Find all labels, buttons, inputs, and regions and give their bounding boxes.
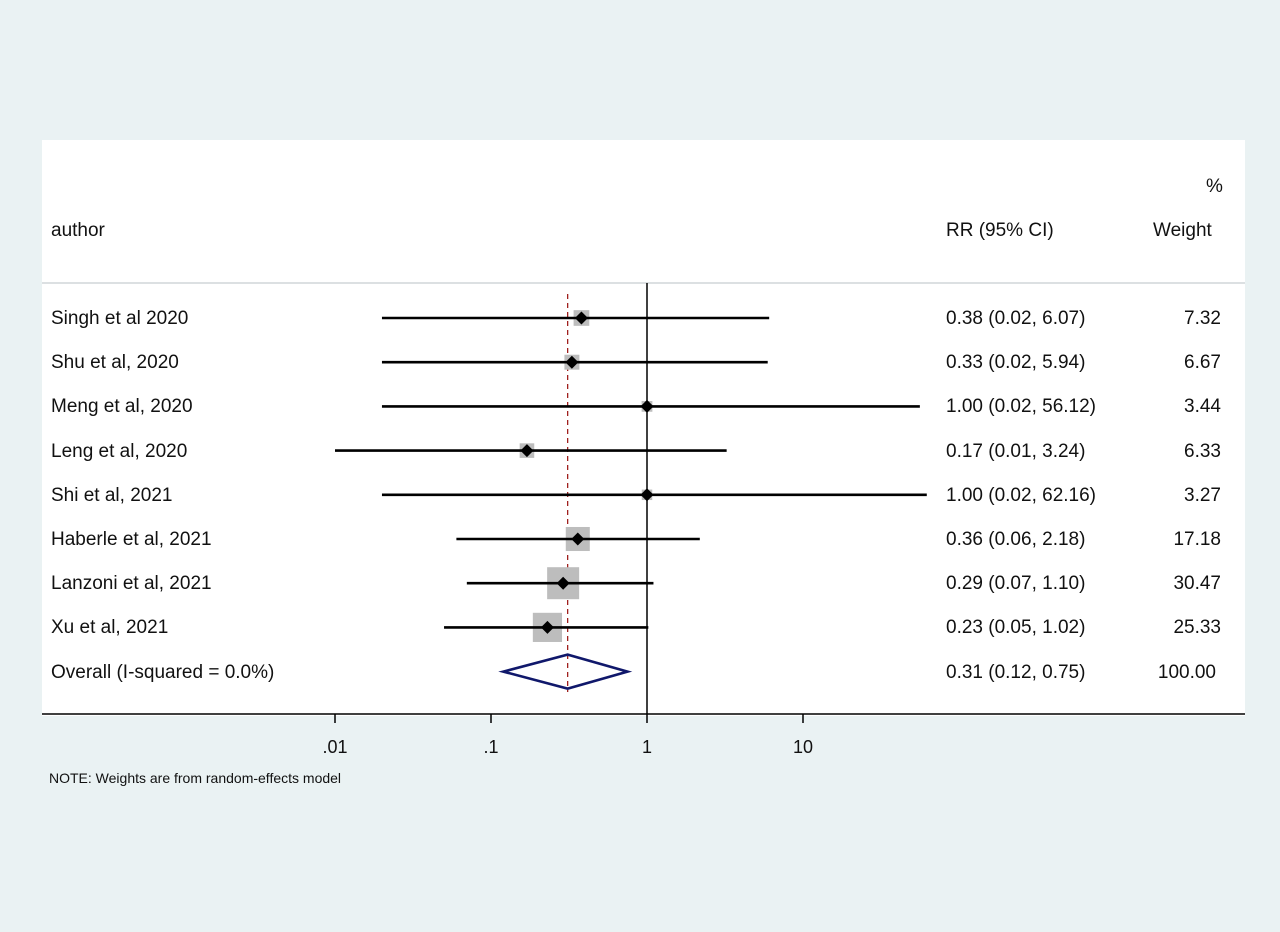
study-effect-ci: 1.00 (0.02, 56.12) (946, 396, 1096, 418)
x-axis-tick-label: .1 (483, 737, 499, 757)
study-label: Haberle et al, 2021 (51, 529, 212, 550)
footnote: NOTE: Weights are from random-effects mo… (49, 770, 342, 786)
study-label: Meng et al, 2020 (51, 396, 193, 418)
point-estimate-marker (520, 444, 534, 458)
overall-diamond (498, 653, 633, 690)
study-effect-ci: 0.29 (0.07, 1.10) (946, 573, 1086, 595)
study-label: Lanzoni et al, 2021 (51, 573, 212, 595)
weight-percent-header: % (1206, 176, 1223, 197)
study-weight: 6.67 (1184, 352, 1221, 374)
overall-label: Overall (I-squared = 0.0%) (51, 661, 275, 683)
point-estimate-marker (571, 532, 585, 546)
study-label: Xu et al, 2021 (51, 617, 169, 639)
study-weight: 6.33 (1184, 440, 1221, 462)
study-weight: 30.47 (1173, 573, 1221, 595)
plot-panel (42, 140, 1245, 716)
study-effect-ci: 0.38 (0.02, 6.07) (946, 308, 1086, 329)
study-effect-ci: 0.23 (0.05, 1.02) (946, 617, 1086, 639)
x-axis-tick-label: 10 (793, 737, 814, 757)
study-weight: 25.33 (1173, 617, 1221, 639)
study-label: Leng et al, 2020 (51, 440, 188, 462)
study-weight: 3.44 (1184, 396, 1221, 418)
point-estimate-marker (574, 311, 588, 325)
point-estimate-marker (556, 576, 570, 590)
study-label: Singh et al 2020 (51, 308, 189, 329)
study-weight: 17.18 (1173, 529, 1221, 550)
study-label: Shi et al, 2021 (51, 484, 173, 506)
study-weight: 3.27 (1184, 484, 1221, 506)
overall-weight: 100.00 (1157, 661, 1216, 683)
point-estimate-marker (640, 488, 654, 502)
author-column-header: author (51, 220, 105, 241)
study-effect-ci: 0.33 (0.02, 5.94) (946, 352, 1086, 374)
point-estimate-marker (540, 620, 554, 634)
overall-effect-ci: 0.31 (0.12, 0.75) (946, 661, 1086, 683)
x-axis-tick-label: .01 (322, 737, 348, 757)
effect-column-header: RR (95% CI) (946, 220, 1054, 241)
point-estimate-marker (565, 355, 579, 369)
study-effect-ci: 0.36 (0.06, 2.18) (946, 529, 1086, 550)
study-label: Shu et al, 2020 (51, 352, 179, 374)
weight-column-header: Weight (1153, 220, 1212, 241)
study-effect-ci: 0.17 (0.01, 3.24) (946, 440, 1086, 462)
point-estimate-marker (640, 399, 654, 413)
x-axis-tick-label: 1 (642, 737, 653, 757)
study-weight: 7.32 (1184, 308, 1221, 329)
study-effect-ci: 1.00 (0.02, 62.16) (946, 484, 1096, 506)
